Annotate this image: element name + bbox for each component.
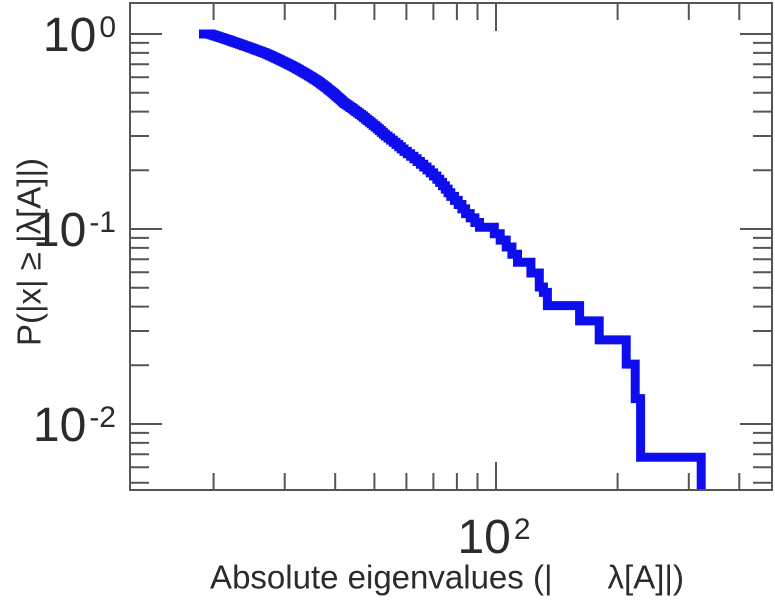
tick-label-base: 10 [32,204,87,257]
tick-label-exponent: -2 [89,401,116,434]
x-axis-label: Absolute eigenvalues (| λ[A]|) [210,558,684,596]
tick-label-base: 10 [42,8,97,62]
tick-label-exponent: 0 [99,10,116,44]
y-tick-label-10e0: 10 0 [42,8,116,62]
y-tick-label-10e-2: 10 -2 [33,402,116,450]
tick-label-exponent: 2 [513,513,531,546]
axis-ticks [130,3,772,490]
x-tick-label-10e2: 10 2 [457,514,530,562]
y-tick-label-10e-1: 10 -1 [33,207,116,255]
plot-frame [129,2,773,491]
ccdf-curve-absolute-eigenvalue-ccdf [199,29,706,490]
y-axis-label: P(|x| ≥ |λ[A]|) [10,157,48,347]
tick-label-base: 10 [32,399,87,452]
tick-label-exponent: -1 [89,206,116,239]
curve-layer [199,29,706,490]
tick-label-base: 10 [457,511,511,564]
